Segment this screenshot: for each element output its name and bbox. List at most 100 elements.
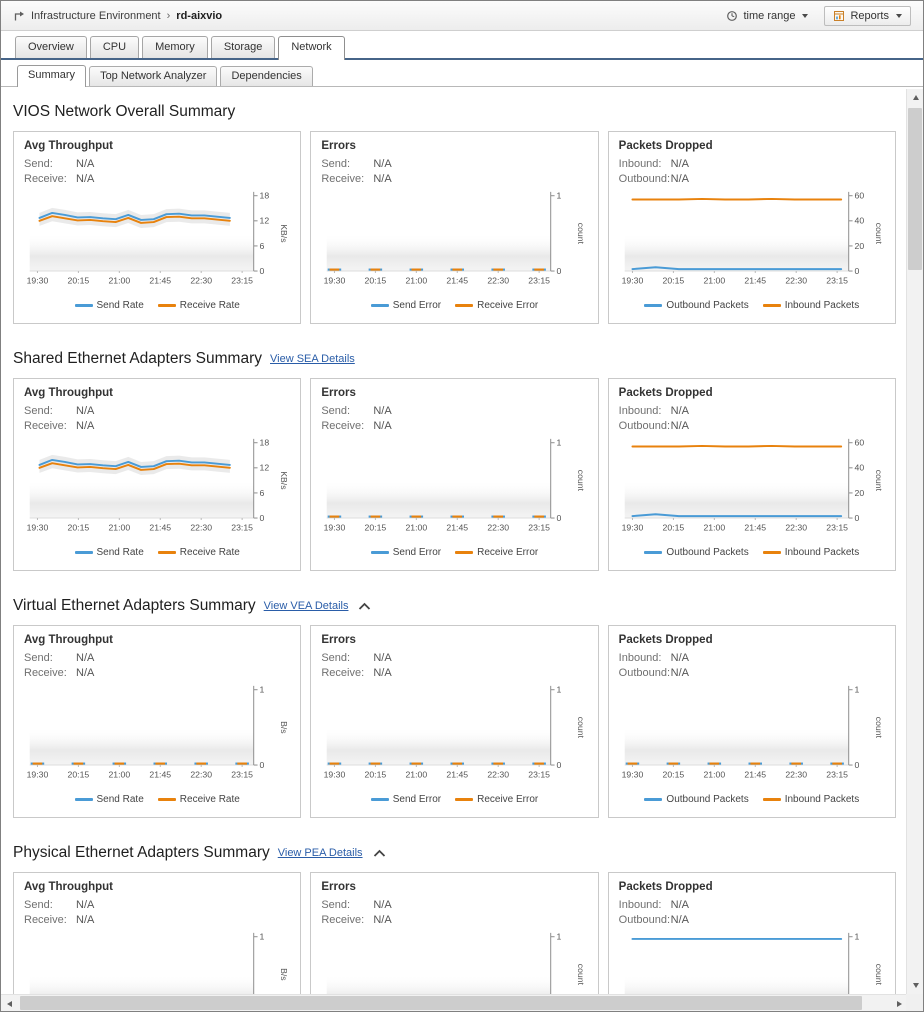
svg-text:21:00: 21:00 — [108, 770, 130, 780]
stat-label: Receive: — [24, 667, 67, 679]
legend-item[interactable]: Send Error — [370, 547, 441, 558]
chart-legend: Outbound Packets Inbound Packets — [619, 547, 885, 558]
svg-text:22:30: 22:30 — [190, 770, 212, 780]
horizontal-scroll-thumb[interactable] — [20, 996, 862, 1010]
vertical-scrollbar[interactable] — [906, 89, 923, 994]
section-header: Physical Ethernet Adapters Summary View P… — [13, 844, 896, 862]
stat-label: Receive: — [321, 420, 365, 432]
scroll-down-button[interactable] — [907, 977, 923, 994]
stat-value: N/A — [670, 405, 689, 417]
legend-item[interactable]: Receive Rate — [157, 794, 240, 805]
chart-canvas: 0 1 count 19:30 20:15 21:00 21:45 22:30 23:15 — [324, 438, 586, 533]
subtab-dependencies[interactable]: Dependencies — [220, 66, 313, 86]
svg-text:23:15: 23:15 — [826, 770, 848, 780]
section-header: Shared Ethernet Adapters Summary View SEA… — [13, 350, 896, 368]
legend-swatch — [762, 304, 781, 307]
subtab-top-network-analyzer[interactable]: Top Network Analyzer — [89, 66, 218, 86]
legend-item[interactable]: Outbound Packets — [644, 300, 749, 311]
stat-label: Outbound: — [618, 667, 671, 679]
stat-value: N/A — [373, 405, 392, 417]
vertical-scroll-thumb[interactable] — [908, 108, 922, 270]
section-shared-ethernet-adapters-summary: Shared Ethernet Adapters Summary View SEA… — [13, 350, 896, 571]
stat-value: N/A — [76, 652, 95, 664]
legend-swatch — [74, 551, 93, 554]
tab-cpu[interactable]: CPU — [89, 36, 140, 58]
legend-label: Send Rate — [96, 794, 144, 805]
stat-value: N/A — [76, 899, 95, 911]
svg-text:21:45: 21:45 — [149, 770, 171, 780]
collapse-chevron-icon[interactable] — [373, 849, 386, 858]
svg-text:21:00: 21:00 — [406, 276, 428, 286]
tab-overview[interactable]: Overview — [15, 36, 87, 58]
legend-item[interactable]: Receive Error — [455, 794, 538, 805]
subtab-summary[interactable]: Summary — [17, 65, 87, 87]
horizontal-scrollbar[interactable] — [1, 994, 908, 1011]
svg-text:B/s: B/s — [279, 721, 289, 734]
tab-memory[interactable]: Memory — [142, 36, 208, 58]
legend-item[interactable]: Outbound Packets — [644, 794, 749, 805]
legend-item[interactable]: Send Error — [370, 794, 441, 805]
breadcrumb-root-link[interactable]: Infrastructure Environment — [31, 9, 161, 22]
stat-row: Send: N/A — [321, 899, 587, 911]
svg-text:0: 0 — [260, 760, 265, 770]
main-tab-bar: Overview CPU Memory Storage Network — [1, 31, 923, 60]
stat-value: N/A — [373, 667, 392, 679]
stat-label: Send: — [24, 158, 53, 170]
legend-item[interactable]: Send Rate — [74, 300, 144, 311]
tab-network[interactable]: Network — [278, 36, 345, 60]
stat-label: Receive: — [321, 914, 365, 926]
svg-text:6: 6 — [260, 488, 265, 498]
horizontal-scroll-track[interactable] — [18, 995, 891, 1011]
section-title: Shared Ethernet Adapters Summary — [13, 350, 262, 367]
legend-label: Receive Rate — [179, 547, 240, 558]
chart-legend: Outbound Packets Inbound Packets — [619, 300, 885, 311]
svg-text:20: 20 — [854, 241, 864, 251]
tab-storage[interactable]: Storage — [210, 36, 276, 58]
section-details-link[interactable]: View PEA Details — [277, 847, 363, 859]
card-errors: Errors Send: N/A Receive: N/A 0 1 count 19:30 20:… — [310, 131, 599, 324]
legend-item[interactable]: Receive Error — [455, 547, 538, 558]
section-details-link[interactable]: View VEA Details — [263, 600, 349, 612]
legend-item[interactable]: Inbound Packets — [762, 547, 859, 558]
legend-item[interactable]: Receive Error — [455, 300, 538, 311]
scroll-left-button[interactable] — [1, 995, 18, 1011]
legend-item[interactable]: Receive Rate — [157, 547, 240, 558]
legend-swatch — [762, 798, 781, 801]
card-title: Avg Throughput — [24, 387, 113, 399]
vertical-scroll-track[interactable] — [907, 106, 923, 977]
legend-item[interactable]: Send Rate — [74, 794, 144, 805]
svg-text:23:15: 23:15 — [826, 276, 848, 286]
legend-item[interactable]: Send Error — [370, 300, 442, 311]
section-details-link[interactable]: View SEA Details — [270, 353, 355, 365]
legend-item[interactable]: Inbound Packets — [762, 794, 859, 805]
cards-row: Avg Throughput Send: N/A Receive: N/A 0 1 B/s 19… — [13, 625, 896, 818]
chart-legend: Send Error Receive Error — [321, 547, 587, 558]
stat-value: N/A — [670, 158, 689, 170]
collapse-chevron-icon[interactable] — [358, 602, 371, 611]
legend-label: Send Error — [392, 300, 442, 311]
svg-text:count: count — [873, 223, 883, 245]
scroll-right-button[interactable] — [891, 995, 908, 1011]
legend-item[interactable]: Send Rate — [74, 547, 144, 558]
stat-label: Receive: — [321, 667, 365, 679]
legend-label: Inbound Packets — [784, 300, 860, 311]
svg-text:count: count — [576, 964, 586, 986]
stat-row: Send: N/A — [24, 652, 290, 664]
reports-control[interactable]: Reports — [824, 5, 911, 26]
svg-text:1: 1 — [260, 932, 265, 942]
svg-text:22:30: 22:30 — [785, 276, 807, 286]
scroll-up-button[interactable] — [907, 89, 923, 106]
stat-label: Send: — [321, 899, 351, 911]
chart-canvas: 0 1 count 19:30 20:15 21:00 21:45 22:30 23:15 — [324, 685, 586, 780]
section-title: Physical Ethernet Adapters Summary — [13, 844, 270, 861]
legend-item[interactable]: Inbound Packets — [762, 300, 860, 311]
svg-text:count: count — [576, 223, 586, 245]
section-header: Virtual Ethernet Adapters Summary View VE… — [13, 597, 896, 615]
stat-row: Outbound: N/A — [619, 173, 885, 185]
stat-row: Send: N/A — [24, 899, 290, 911]
svg-text:0: 0 — [557, 513, 562, 523]
legend-item[interactable]: Outbound Packets — [644, 547, 749, 558]
legend-item[interactable]: Receive Rate — [157, 300, 240, 311]
time-range-control[interactable]: time range — [726, 10, 809, 22]
stat-label: Send: — [321, 652, 351, 664]
